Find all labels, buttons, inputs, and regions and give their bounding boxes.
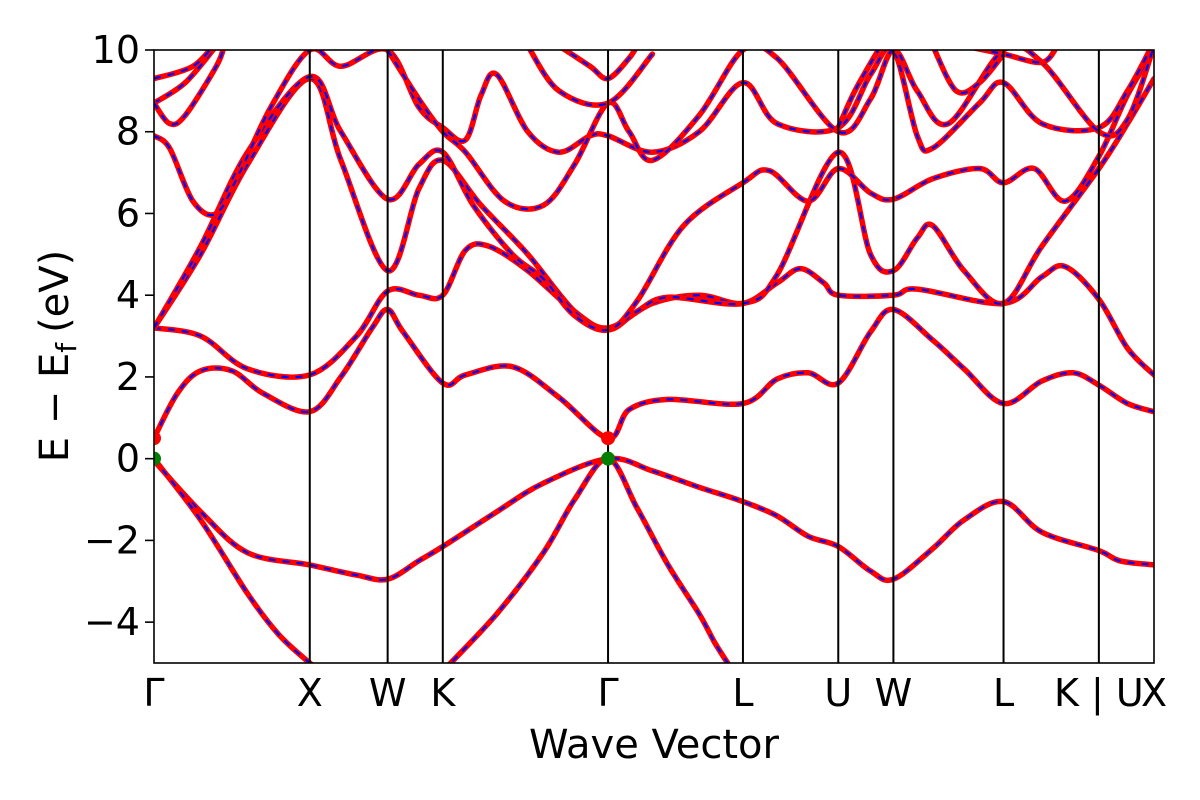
band-overlay-12 — [529, 50, 654, 107]
x-tick-label-6: U — [824, 671, 852, 715]
band-edge-point-2 — [601, 431, 616, 446]
y-axis-label-subscript: f — [50, 342, 83, 353]
band-overlay-14 — [837, 50, 880, 129]
band-line-16 — [931, 50, 1007, 96]
band-overlay-1 — [154, 458, 312, 663]
y-tick-label-4: 4 — [116, 273, 140, 317]
band-line-10 — [154, 50, 214, 82]
y-axis-ticks: −4 −2 0 2 4 6 8 10 — [84, 28, 154, 644]
x-tick-label-9: K | U — [1054, 671, 1144, 716]
y-tick-label-0: −4 — [84, 600, 140, 644]
x-axis-label: Wave Vector — [529, 722, 780, 768]
y-tick-label-6: 8 — [116, 110, 140, 154]
y-tick-label-5: 6 — [116, 191, 140, 235]
y-axis-label-main: E − E — [32, 353, 78, 463]
plot-frame — [153, 49, 1155, 664]
y-tick-label-2: 0 — [116, 437, 140, 481]
band-line-9 — [154, 50, 226, 128]
band-overlay-9 — [154, 50, 225, 126]
band-overlay-0 — [154, 457, 1154, 582]
y-axis-label-unit: (eV) — [32, 250, 78, 333]
x-tick-label-7: W — [875, 671, 913, 715]
y-tick-label-3: 2 — [116, 355, 140, 399]
y-tick-label-7: 10 — [92, 28, 140, 72]
x-tick-label-2: W — [369, 671, 407, 715]
x-tick-label-3: K — [430, 671, 456, 715]
y-tick-label-1: −2 — [84, 518, 140, 562]
band-overlay-11 — [386, 50, 1154, 211]
band-edge-point-0 — [154, 431, 161, 446]
x-tick-label-5: L — [732, 671, 753, 715]
x-tick-label-1: X — [297, 671, 323, 715]
band-overlay-4 — [154, 242, 1154, 379]
band-line-11 — [384, 50, 1154, 212]
band-overlay-2 — [449, 457, 729, 663]
band-edge-point-3 — [601, 451, 616, 466]
x-tick-label-0: Γ — [143, 671, 164, 715]
x-tick-label-4: Γ — [597, 671, 618, 715]
y-axis-label: E − Ef (eV) — [32, 250, 83, 463]
band-overlay-15 — [978, 50, 1057, 64]
band-line-15 — [970, 50, 1058, 66]
band-line-5 — [154, 75, 1154, 333]
band-line-2 — [446, 455, 731, 663]
band-edge-point-1 — [154, 451, 161, 466]
band-overlay-6 — [154, 50, 1154, 332]
high-symmetry-lines — [308, 50, 1100, 663]
x-tick-label-8: L — [993, 671, 1014, 715]
band-edge-points — [154, 431, 616, 466]
x-tick-label-10: X — [1141, 671, 1167, 715]
